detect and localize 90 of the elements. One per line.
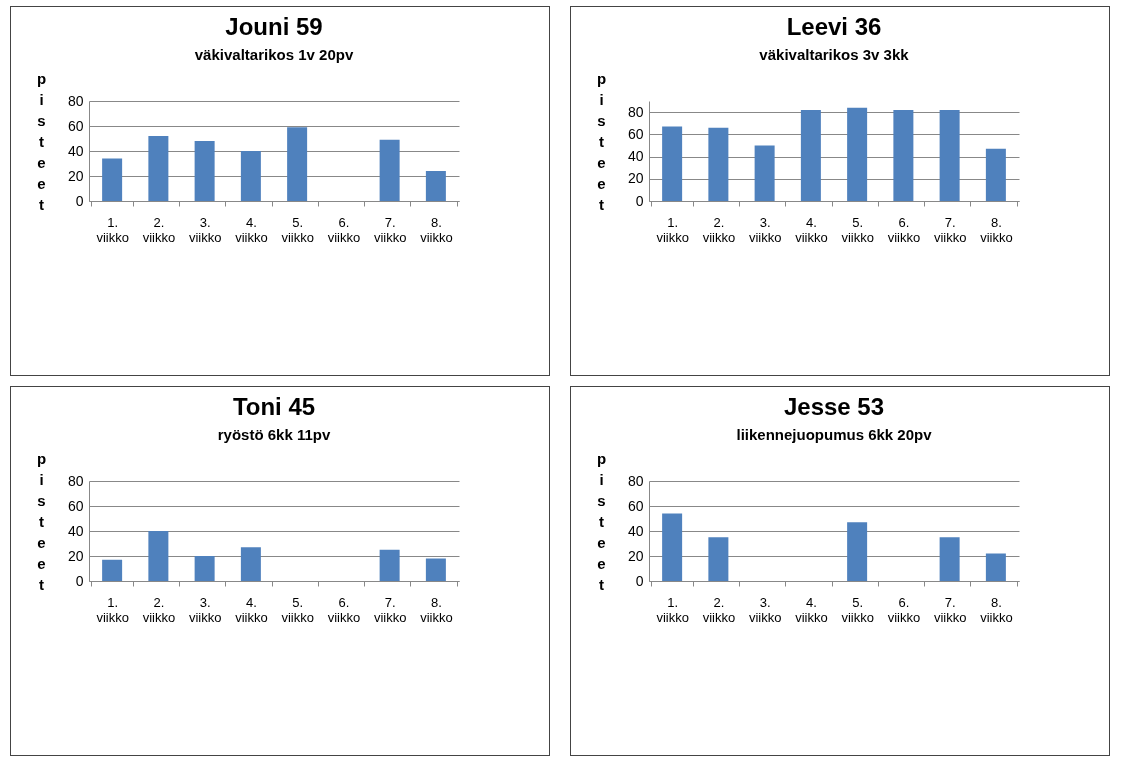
x-tick-label: 4. viikko — [235, 594, 268, 625]
x-tick-label: 5. viikko — [841, 214, 874, 245]
bar — [985, 148, 1006, 201]
x-tick-label: 5. viikko — [281, 214, 314, 245]
bar — [662, 513, 683, 581]
bar — [102, 559, 123, 581]
y-tick-label: 40 — [67, 522, 84, 539]
y-axis-title: pisteet — [596, 69, 607, 213]
bar — [148, 136, 169, 201]
bar — [194, 141, 215, 201]
bar — [425, 171, 446, 201]
x-tick-label: 4. viikko — [795, 214, 828, 245]
bar — [754, 145, 775, 201]
bar — [102, 158, 123, 201]
y-tick-label: 40 — [627, 148, 644, 165]
x-tick-label: 4. viikko — [235, 214, 268, 245]
x-tick-label: 6. viikko — [887, 214, 921, 245]
x-tick-label: 5. viikko — [841, 594, 874, 625]
bar — [847, 522, 868, 581]
bar — [708, 127, 729, 201]
y-tick-label: 0 — [75, 192, 84, 209]
chart-subtitle: väkivaltarikos 3v 3kk — [759, 46, 910, 63]
bar — [194, 556, 215, 581]
x-tick-label: 3. viikko — [748, 214, 782, 245]
y-tick-label: 0 — [635, 572, 644, 589]
x-tick-label: 2. viikko — [702, 214, 736, 245]
y-tick-label: 20 — [627, 170, 644, 187]
bar — [985, 553, 1006, 581]
y-tick-label: 0 — [635, 192, 644, 209]
bar — [708, 537, 729, 581]
y-tick-label: 0 — [75, 572, 84, 589]
y-tick-label: 60 — [627, 125, 644, 142]
x-tick-label: 6. viikko — [327, 214, 361, 245]
x-tick-label: 3. viikko — [748, 594, 782, 625]
x-tick-label: 2. viikko — [142, 594, 176, 625]
bar — [379, 139, 400, 201]
y-tick-label: 80 — [67, 472, 84, 489]
x-tick-label: 7. viikko — [933, 214, 967, 245]
x-tick-label: 3. viikko — [188, 594, 222, 625]
chart-title: Jouni 59 — [225, 13, 323, 40]
x-tick-label: 4. viikko — [795, 594, 828, 625]
x-tick-label: 6. viikko — [327, 594, 361, 625]
y-tick-label: 20 — [67, 547, 84, 564]
x-tick-label: 8. viikko — [980, 214, 1013, 245]
x-tick-label: 1. viikko — [656, 594, 689, 625]
y-tick-label: 20 — [627, 547, 644, 564]
bar — [939, 109, 960, 201]
y-tick-label: 20 — [67, 167, 84, 184]
chart-subtitle: väkivaltarikos 1v 20pv — [194, 46, 354, 63]
bar — [148, 531, 169, 581]
y-tick-label: 60 — [627, 497, 644, 514]
x-tick-label: 7. viikko — [933, 594, 967, 625]
x-tick-label: 8. viikko — [980, 594, 1013, 625]
x-tick-label: 2. viikko — [702, 594, 736, 625]
y-axis-title: pisteet — [36, 69, 47, 213]
x-tick-label: 7. viikko — [373, 214, 407, 245]
bar — [893, 109, 914, 201]
y-tick-label: 60 — [67, 117, 84, 134]
y-tick-label: 80 — [627, 103, 644, 120]
chart-subtitle: ryöstö 6kk 11pv — [217, 426, 331, 443]
bar — [847, 107, 868, 201]
y-tick-label: 40 — [627, 522, 644, 539]
chart-title: Leevi 36 — [786, 13, 882, 40]
x-tick-label: 5. viikko — [281, 594, 314, 625]
chart-title: Toni 45 — [232, 393, 316, 420]
x-tick-label: 1. viikko — [656, 214, 689, 245]
y-axis-title: pisteet — [596, 449, 607, 593]
bar — [662, 126, 683, 201]
chart-title: Jesse 53 — [783, 393, 885, 420]
x-tick-label: 7. viikko — [373, 594, 407, 625]
bar — [800, 109, 821, 201]
x-tick-label: 3. viikko — [188, 214, 222, 245]
bar — [425, 558, 446, 581]
bar — [379, 549, 400, 581]
x-tick-label: 6. viikko — [887, 594, 921, 625]
y-tick-label: 60 — [67, 497, 84, 514]
bar — [240, 151, 261, 201]
x-tick-label: 8. viikko — [420, 214, 453, 245]
y-tick-label: 80 — [67, 92, 84, 109]
x-tick-label: 1. viikko — [96, 594, 129, 625]
bar — [939, 537, 960, 581]
bar — [240, 547, 261, 581]
x-tick-label: 8. viikko — [420, 594, 453, 625]
y-tick-label: 40 — [67, 142, 84, 159]
y-axis-title: pisteet — [36, 449, 47, 593]
bar — [287, 127, 308, 201]
y-tick-label: 80 — [627, 472, 644, 489]
x-tick-label: 1. viikko — [96, 214, 129, 245]
x-tick-label: 2. viikko — [142, 214, 176, 245]
chart-subtitle: liikennejuopumus 6kk 20pv — [736, 426, 933, 443]
